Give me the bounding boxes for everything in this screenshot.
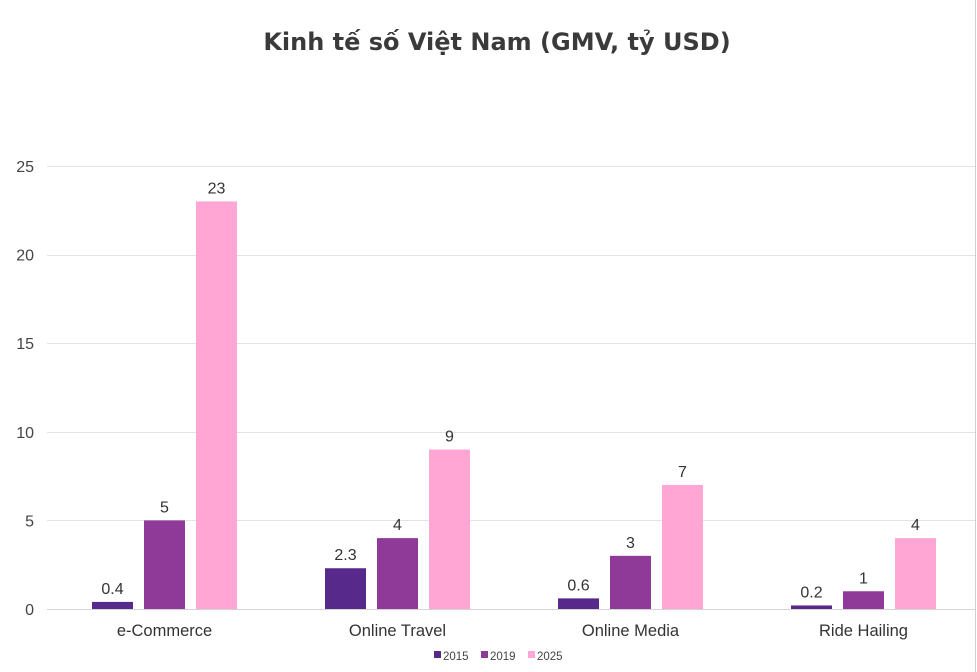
data-label: 1 — [859, 570, 868, 587]
y-tick-label: 5 — [25, 513, 34, 530]
x-tick-label: Ride Hailing — [819, 622, 908, 640]
data-label: 0.2 — [800, 584, 822, 601]
y-tick-label: 10 — [16, 425, 34, 442]
x-tick-label: Online Media — [582, 622, 680, 640]
data-label: 2.3 — [334, 547, 356, 564]
bar-2015 — [558, 598, 599, 609]
data-label: 23 — [208, 180, 226, 197]
legend-item-2025: 2025 — [528, 651, 563, 663]
data-label: 5 — [160, 499, 169, 516]
legend-item-2019: 2019 — [481, 651, 516, 663]
bars — [92, 201, 936, 609]
bar-2015 — [92, 601, 133, 609]
bar-2019 — [144, 520, 185, 609]
bar-2019 — [610, 555, 651, 609]
y-axis: 0 5 10 15 20 25 — [16, 159, 34, 619]
gridlines — [47, 166, 975, 610]
bar-2025 — [196, 201, 237, 609]
bar-2019 — [843, 591, 884, 609]
legend-swatch — [481, 651, 488, 658]
bar-2015 — [325, 568, 366, 609]
bar-2015 — [791, 605, 832, 609]
legend-label: 2019 — [490, 651, 516, 663]
chart-title: Kinh tế số Việt Nam (GMV, tỷ USD) — [263, 28, 730, 56]
data-label: 9 — [445, 429, 454, 446]
x-tick-label: Online Travel — [349, 622, 446, 640]
data-label: 7 — [678, 464, 687, 481]
legend-swatch — [434, 651, 441, 658]
data-label: 4 — [911, 517, 920, 534]
legend-item-2015: 2015 — [434, 651, 469, 663]
bar-2019 — [377, 538, 418, 609]
data-label: 3 — [626, 535, 635, 552]
data-label: 0.4 — [101, 581, 123, 598]
legend: 2015 2019 2025 — [434, 651, 563, 663]
y-tick-label: 15 — [16, 336, 34, 353]
legend-swatch — [528, 651, 535, 658]
data-label: 0.6 — [567, 577, 589, 594]
y-tick-label: 20 — [16, 248, 34, 265]
bar-2025 — [429, 449, 470, 609]
bar-2025 — [895, 538, 936, 609]
x-axis: e-Commerce Online Travel Online Media Ride … — [117, 622, 908, 640]
legend-label: 2025 — [537, 651, 563, 663]
x-tick-label: e-Commerce — [117, 622, 212, 640]
bar-2025 — [662, 484, 703, 609]
data-labels: 0.4 2.3 0.6 0.2 5 4 3 1 23 9 7 4 — [101, 180, 920, 601]
legend-label: 2015 — [443, 651, 469, 663]
data-label: 4 — [393, 517, 402, 534]
y-tick-label: 25 — [16, 159, 34, 176]
y-tick-label: 0 — [25, 602, 34, 619]
